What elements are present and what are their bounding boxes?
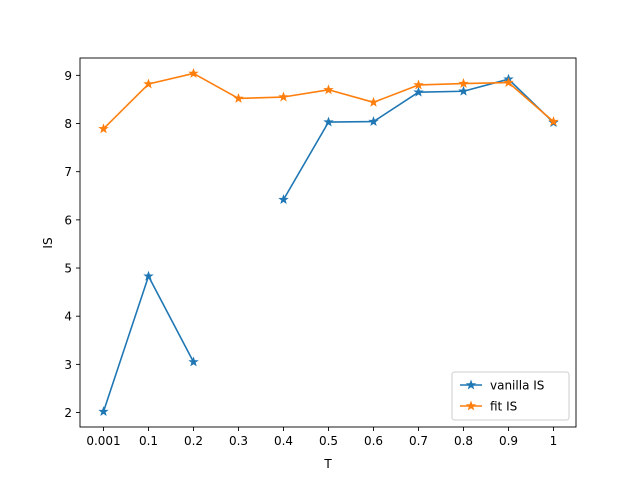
y-tick-label: 4 [64,310,72,324]
plot-frame [79,57,577,428]
x-tick-label: 0.4 [274,434,293,448]
legend-entry: vanilla IS [460,379,544,393]
data-point-star [278,194,289,205]
legend-marker-star [465,400,477,411]
legend-box [451,371,570,421]
data-point-star [323,116,334,127]
x-tick-label: 0.6 [364,434,383,448]
data-point-star [368,96,379,107]
data-point-star [548,116,559,127]
x-tick-label: 0.7 [409,434,428,448]
series-line [282,78,555,201]
x-tick-label: 0.001 [86,434,120,448]
y-tick-label: 6 [64,213,72,227]
data-point-star [458,85,469,96]
data-point-star [233,92,244,103]
x-tick-label: 0.8 [454,434,473,448]
data-point-star [98,406,109,417]
legend-marker-star [465,379,477,390]
data-point-star [188,67,199,78]
legend-label: fit IS [490,400,517,414]
series-line [102,275,195,412]
axes: 0.001 0.1 0.2 0.3 0.4 0.5 0.6 0.7 0.8 0.9 1 2 3 4 5 6 7 8… [64,57,577,448]
data-point-star [368,116,379,127]
y-tick-label: 3 [64,358,72,372]
x-tick-label: 0.2 [184,434,203,448]
data-point-star [143,270,154,281]
y-tick-label: 8 [64,117,72,131]
legend-entry: fit IS [460,400,517,414]
legend: vanilla IS fit IS [451,371,570,421]
data-point-star [278,91,289,102]
x-tick-label: 0.9 [499,434,518,448]
data-point-star [98,123,109,134]
x-tick-label: 0.3 [229,434,248,448]
data-point-star [413,79,424,90]
data-point-star [458,78,469,88]
x-tick-label: 0.1 [139,434,158,448]
y-axis-label: IS [41,237,55,248]
y-tick-label: 7 [64,165,72,179]
y-tick-label: 5 [64,262,72,276]
series-fit-is [98,67,559,134]
x-tick-label: 1 [550,434,558,448]
x-tick-label: 0.5 [319,434,338,448]
data-point-star [503,77,514,87]
data-point-star [413,86,424,97]
series-layer [98,67,559,417]
y-tick-label: 2 [64,406,72,420]
data-point-star [143,78,154,89]
data-point-star [323,84,334,95]
x-axis-label: T [323,457,332,471]
y-tick-label: 9 [64,69,72,83]
data-point-star [188,356,199,367]
legend-label: vanilla IS [490,379,544,393]
series-vanilla-is [98,73,559,417]
